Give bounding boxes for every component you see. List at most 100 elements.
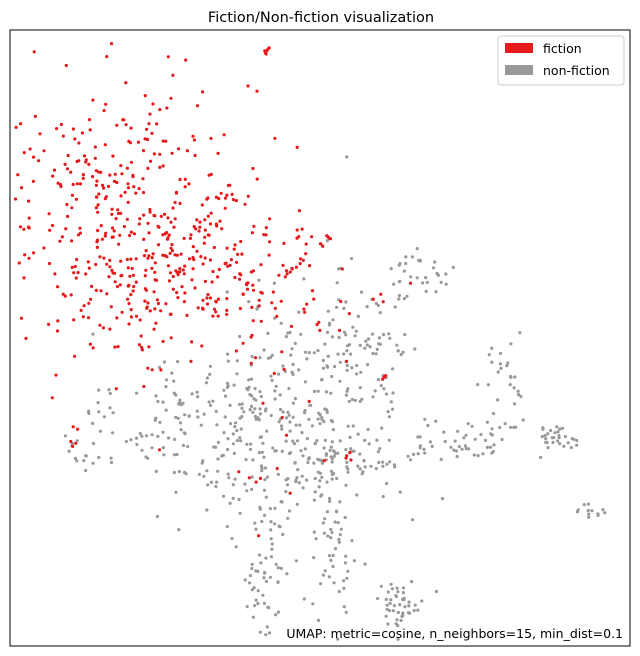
legend: fiction non-fiction	[497, 35, 625, 86]
point-non-fiction	[291, 439, 295, 443]
point-non-fiction	[388, 460, 392, 464]
point-non-fiction	[337, 589, 341, 594]
point-fiction	[131, 173, 135, 177]
point-fiction	[145, 306, 149, 310]
point-non-fiction	[377, 336, 381, 340]
point-fiction	[128, 233, 132, 238]
point-fiction	[158, 152, 162, 156]
point-non-fiction	[184, 472, 188, 476]
point-non-fiction	[276, 610, 280, 614]
point-non-fiction	[162, 453, 166, 457]
point-non-fiction	[233, 477, 237, 481]
point-non-fiction	[231, 432, 235, 436]
point-non-fiction	[268, 631, 272, 635]
point-non-fiction	[557, 436, 561, 440]
point-non-fiction	[476, 383, 480, 387]
point-non-fiction	[390, 587, 394, 591]
point-fiction	[78, 231, 82, 235]
point-non-fiction	[544, 437, 548, 441]
point-non-fiction	[430, 444, 434, 448]
point-non-fiction	[98, 429, 102, 433]
point-fiction	[114, 217, 118, 221]
point-non-fiction	[294, 423, 298, 427]
point-fiction	[307, 399, 311, 403]
point-fiction	[216, 314, 220, 318]
point-fiction	[237, 470, 241, 474]
point-non-fiction	[244, 458, 248, 462]
point-non-fiction	[313, 490, 317, 494]
point-fiction	[172, 225, 176, 229]
point-fiction	[184, 58, 188, 62]
point-fiction	[74, 197, 78, 201]
point-non-fiction	[252, 397, 256, 401]
point-fiction	[142, 213, 146, 217]
point-non-fiction	[207, 400, 211, 404]
point-non-fiction	[258, 505, 262, 509]
point-non-fiction	[238, 436, 242, 440]
point-fiction	[254, 480, 258, 484]
point-fiction	[143, 274, 147, 278]
point-non-fiction	[214, 409, 218, 413]
point-non-fiction	[379, 584, 383, 588]
point-non-fiction	[231, 442, 235, 446]
point-fiction	[108, 258, 112, 262]
point-fiction	[171, 274, 175, 279]
point-non-fiction	[235, 429, 239, 433]
point-non-fiction	[196, 415, 200, 419]
point-non-fiction	[75, 459, 79, 463]
point-non-fiction	[326, 354, 330, 358]
point-non-fiction	[288, 429, 292, 433]
point-fiction	[124, 123, 128, 127]
point-non-fiction	[332, 581, 336, 585]
point-fiction	[161, 253, 165, 257]
point-non-fiction	[300, 474, 304, 478]
point-fiction	[127, 301, 131, 306]
point-non-fiction	[226, 447, 230, 452]
point-non-fiction	[195, 390, 199, 394]
point-fiction	[81, 176, 85, 180]
point-fiction	[244, 283, 249, 287]
point-non-fiction	[556, 439, 560, 443]
point-non-fiction	[586, 508, 590, 513]
point-non-fiction	[381, 495, 385, 499]
point-fiction	[225, 312, 229, 316]
point-non-fiction	[388, 336, 392, 340]
point-non-fiction	[287, 413, 291, 417]
point-fiction	[251, 283, 255, 287]
point-non-fiction	[257, 451, 261, 455]
point-non-fiction	[404, 261, 408, 266]
point-non-fiction	[109, 456, 113, 460]
point-fiction	[122, 118, 126, 122]
point-fiction	[18, 225, 23, 229]
point-fiction	[205, 302, 210, 306]
point-non-fiction	[312, 351, 316, 355]
point-non-fiction	[262, 348, 266, 352]
point-non-fiction	[235, 372, 239, 376]
point-fiction	[147, 122, 151, 126]
point-non-fiction	[517, 393, 521, 397]
point-fiction	[51, 174, 55, 178]
point-fiction	[129, 160, 134, 164]
point-fiction	[239, 239, 243, 244]
point-non-fiction	[280, 427, 284, 431]
point-fiction	[129, 293, 133, 297]
point-non-fiction	[250, 588, 254, 592]
point-fiction	[151, 252, 155, 256]
point-fiction	[118, 283, 122, 287]
point-non-fiction	[108, 391, 112, 396]
point-fiction	[42, 246, 46, 250]
point-fiction	[55, 329, 60, 333]
point-fiction	[304, 252, 308, 256]
point-non-fiction	[274, 562, 278, 567]
point-non-fiction	[305, 437, 309, 441]
legend-swatch-fiction	[505, 43, 533, 53]
point-fiction	[297, 209, 301, 213]
point-non-fiction	[271, 446, 275, 450]
point-non-fiction	[253, 521, 257, 525]
point-non-fiction	[276, 566, 280, 570]
point-non-fiction	[174, 415, 178, 419]
point-fiction	[47, 322, 51, 326]
point-fiction	[19, 316, 24, 320]
point-fiction	[322, 459, 326, 463]
point-non-fiction	[273, 506, 277, 510]
